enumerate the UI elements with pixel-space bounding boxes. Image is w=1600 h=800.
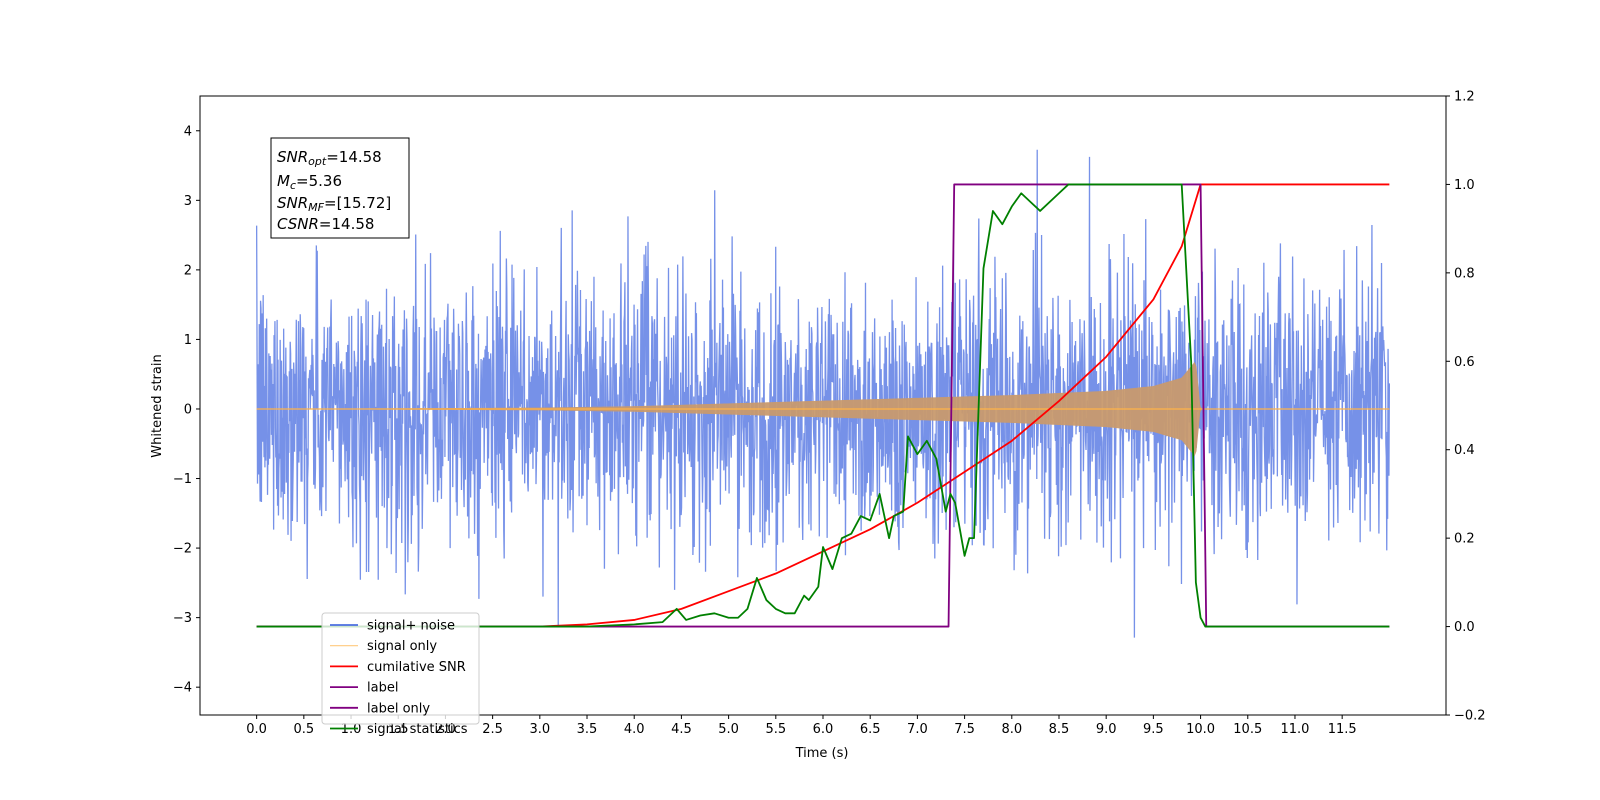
x-tick-label: 3.5	[577, 722, 598, 737]
x-tick-label: 4.0	[624, 722, 645, 737]
x-tick-label: 1.0	[341, 722, 362, 737]
x-tick-label: 0.5	[293, 722, 314, 737]
x-tick-label: 1.5	[388, 722, 409, 737]
legend-label: signal+ noise	[367, 619, 455, 634]
snr-opt-value: =14.58	[326, 148, 382, 166]
y-axis-right: 1.2 1.0 0.8 0.6 0.4 0.2 0.0 −0.2	[1446, 90, 1486, 724]
legend-frame	[321, 612, 480, 725]
x-tick-label: 7.5	[954, 722, 975, 737]
x-tick-label: 9.0	[1096, 722, 1117, 737]
y-right-tick-label: −0.2	[1454, 709, 1486, 724]
x-tick-label: 11.5	[1328, 722, 1357, 737]
x-tick-label: 6.0	[813, 722, 834, 737]
snr-mf-value: =[15.72]	[324, 194, 391, 212]
y-left-tick-label: 0	[184, 402, 192, 417]
x-axis-title: Time (s)	[795, 746, 849, 761]
legend-label: signal only	[367, 639, 437, 654]
x-tick-label: 5.5	[765, 722, 786, 737]
y-right-tick-label: 0.4	[1454, 443, 1475, 458]
x-tick-label: 5.0	[718, 722, 739, 737]
y-left-tick-label: −3	[173, 611, 192, 626]
signal-only-series	[256, 361, 1390, 457]
x-tick-label: 6.5	[860, 722, 881, 737]
legend-label: cumilative SNR	[367, 660, 466, 675]
y-left-tick-label: 1	[184, 333, 192, 348]
y-left-tick-label: 4	[184, 124, 192, 139]
annotation-mc: Mc=5.36	[277, 172, 342, 192]
legend: signal+ noise signal only cumilative SNR la…	[321, 612, 480, 737]
x-tick-label: 2.0	[435, 722, 456, 737]
y-right-tick-label: 0.8	[1454, 266, 1475, 281]
mc-value: =5.36	[296, 172, 342, 190]
y-left-tick-label: 2	[184, 263, 192, 278]
annotation-csnr: CSNR=14.58	[277, 215, 374, 233]
x-tick-label: 4.5	[671, 722, 692, 737]
y-left-tick-label: −4	[173, 681, 192, 696]
y-right-tick-label: 0.0	[1454, 620, 1475, 635]
x-tick-label: 7.0	[907, 722, 928, 737]
x-tick-label: 0.0	[246, 722, 267, 737]
y-left-tick-label: 3	[184, 194, 192, 209]
x-tick-label: 3.0	[529, 722, 550, 737]
signal-statistics-line	[256, 183, 1390, 628]
y-axis-title: Whitened strain	[150, 354, 165, 457]
annotation-snr-mf: SNRMF=[15.72]	[277, 194, 391, 214]
x-tick-label: 10.0	[1186, 722, 1215, 737]
annotation-frame	[270, 137, 410, 239]
y-left-tick-label: −1	[173, 472, 192, 487]
y-right-tick-label: 0.6	[1454, 355, 1475, 370]
legend-label: signal statistics	[367, 722, 468, 737]
annotation-snr-opt: SNRopt=14.58	[277, 148, 382, 168]
plot-area	[255, 149, 1391, 638]
y-axis-left: 4 3 2 1 0 −1 −2 −3 −4	[173, 124, 200, 696]
x-tick-label: 10.5	[1233, 722, 1262, 737]
x-axis: 0.0 0.5 1.0 1.5 2.0 2.5 3.0 3.5 4.0 4.5 5.0 5.5 6.0 6…	[246, 715, 1357, 737]
x-tick-label: 8.0	[1001, 722, 1022, 737]
legend-label: label only	[367, 701, 430, 716]
x-tick-label: 11.0	[1280, 722, 1309, 737]
annotation-box: SNRopt=14.58 Mc=5.36 SNRMF=[15.72] CSNR=…	[270, 137, 410, 239]
x-tick-label: 2.5	[482, 722, 503, 737]
y-right-tick-label: 1.2	[1454, 90, 1475, 105]
right-axis-series	[256, 183, 1390, 628]
y-left-tick-label: −2	[173, 542, 192, 557]
x-tick-label: 8.5	[1049, 722, 1070, 737]
y-right-tick-label: 1.0	[1454, 178, 1475, 193]
csnr-value: =14.58	[319, 215, 375, 233]
x-tick-label: 9.5	[1143, 722, 1164, 737]
legend-label: label	[367, 681, 398, 696]
y-right-tick-label: 0.2	[1454, 532, 1475, 547]
